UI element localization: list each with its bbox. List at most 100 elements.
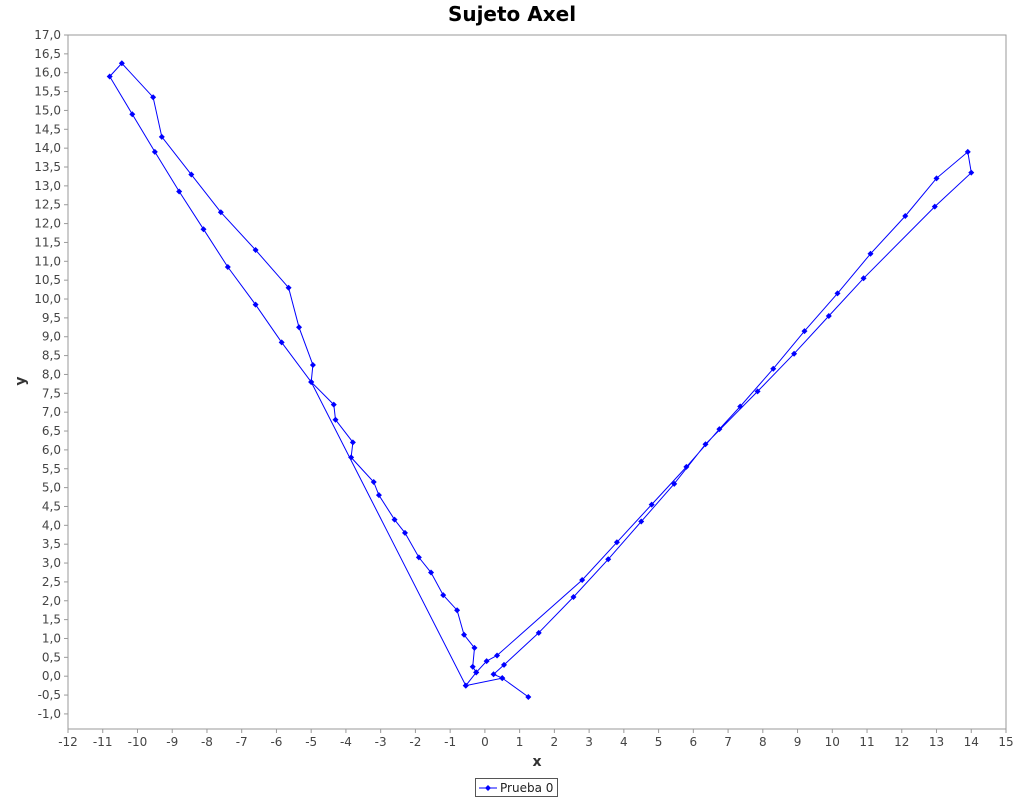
data-point xyxy=(370,478,377,485)
data-point xyxy=(801,328,808,335)
data-point xyxy=(931,203,938,210)
y-tick-label: 5,0 xyxy=(42,481,61,495)
data-point xyxy=(683,463,690,470)
data-point xyxy=(702,441,709,448)
x-tick-label: 3 xyxy=(585,735,593,749)
data-point xyxy=(737,403,744,410)
x-tick-label: -6 xyxy=(270,735,282,749)
x-tick-label: 12 xyxy=(894,735,909,749)
data-point xyxy=(158,133,165,140)
line-chart: -12 -11 -10 -9 -8 -7 -6 -5 -4 -3 -2 -1 0 1 2 3 4 5 6 7 8 9 10 1… xyxy=(13,28,1014,770)
series-line xyxy=(109,62,972,698)
y-tick-label: 16,5 xyxy=(34,47,61,61)
x-tick-label: 7 xyxy=(724,735,732,749)
y-tick-label: 0,0 xyxy=(42,669,61,683)
data-point xyxy=(770,365,777,372)
data-point xyxy=(296,324,303,331)
y-tick-label: 3,0 xyxy=(42,556,61,570)
data-point xyxy=(791,350,798,357)
data-point xyxy=(217,209,224,216)
data-point xyxy=(933,175,940,182)
data-point xyxy=(348,454,355,461)
data-point xyxy=(454,607,461,614)
y-tick-label: 17,0 xyxy=(34,28,61,42)
y-tick-label: -1,0 xyxy=(38,707,61,721)
chart-title: Sujeto Axel xyxy=(447,2,577,26)
y-tick-label: 2,5 xyxy=(42,575,61,589)
y-tick-label: 15,0 xyxy=(34,103,61,117)
y-tick-label: 8,0 xyxy=(42,367,61,381)
y-tick-label: 11,0 xyxy=(34,254,61,268)
x-tick-label: 14 xyxy=(964,735,979,749)
x-tick-label: -10 xyxy=(128,735,148,749)
data-point xyxy=(570,593,577,600)
data-point xyxy=(176,188,183,195)
y-tick-label: 0,5 xyxy=(42,650,61,664)
data-point xyxy=(391,516,398,523)
x-tick-label: 2 xyxy=(551,735,559,749)
y-tick-label: 6,0 xyxy=(42,443,61,457)
series-group xyxy=(106,60,975,700)
x-tick-label: 11 xyxy=(859,735,874,749)
legend-label: Prueba 0 xyxy=(500,780,554,795)
data-point xyxy=(440,592,447,599)
data-point xyxy=(860,275,867,282)
data-point xyxy=(638,518,645,525)
x-tick-label: -3 xyxy=(375,735,387,749)
data-point xyxy=(151,148,158,155)
data-point xyxy=(461,631,468,638)
x-tick-label: 1 xyxy=(516,735,524,749)
y-tick-label: 11,5 xyxy=(34,235,61,249)
data-point xyxy=(716,426,723,433)
x-axis: -12 -11 -10 -9 -8 -7 -6 -5 -4 -3 -2 -1 0 1 2 3 4 5 6 7 8 9 10 1… xyxy=(58,729,1014,749)
data-point xyxy=(968,169,975,176)
x-tick-label: -8 xyxy=(201,735,213,749)
data-point xyxy=(106,73,113,80)
y-axis-label: y xyxy=(13,376,29,385)
data-point xyxy=(613,539,620,546)
data-point xyxy=(579,577,586,584)
y-tick-label: 14,0 xyxy=(34,141,61,155)
data-point xyxy=(754,388,761,395)
data-point xyxy=(375,492,382,499)
x-tick-label: 13 xyxy=(929,735,944,749)
y-tick-label: 3,5 xyxy=(42,537,61,551)
data-point xyxy=(648,501,655,508)
y-tick-label: 13,5 xyxy=(34,160,61,174)
y-tick-label: 7,0 xyxy=(42,405,61,419)
y-tick-label: 1,5 xyxy=(42,613,61,627)
data-point xyxy=(309,362,316,369)
data-point xyxy=(825,312,832,319)
data-point xyxy=(188,171,195,178)
data-point xyxy=(330,401,337,408)
data-point xyxy=(499,675,506,682)
y-tick-label: 10,0 xyxy=(34,292,61,306)
data-point xyxy=(867,250,874,257)
y-tick-label: 4,0 xyxy=(42,518,61,532)
data-point xyxy=(500,661,507,668)
plot-area xyxy=(67,34,1007,730)
y-tick-label: 1,0 xyxy=(42,631,61,645)
y-tick-label: 9,5 xyxy=(42,311,61,325)
y-tick-label: 12,0 xyxy=(34,217,61,231)
y-tick-label: 7,5 xyxy=(42,386,61,400)
data-point xyxy=(605,556,612,563)
y-tick-label: 2,0 xyxy=(42,594,61,608)
data-point xyxy=(224,263,231,270)
y-tick-label: -0,5 xyxy=(38,688,61,702)
data-point xyxy=(834,290,841,297)
x-tick-label: 5 xyxy=(655,735,663,749)
y-tick-label: 10,5 xyxy=(34,273,61,287)
data-point xyxy=(469,663,476,670)
data-point xyxy=(471,644,478,651)
y-tick-label: 8,5 xyxy=(42,349,61,363)
x-tick-label: 8 xyxy=(759,735,767,749)
x-tick-label: 4 xyxy=(620,735,628,749)
data-point xyxy=(401,529,408,536)
data-point xyxy=(129,111,136,118)
x-tick-label: -4 xyxy=(340,735,352,749)
data-point xyxy=(964,148,971,155)
data-point xyxy=(490,671,497,678)
data-point xyxy=(285,284,292,291)
data-point xyxy=(902,213,909,220)
